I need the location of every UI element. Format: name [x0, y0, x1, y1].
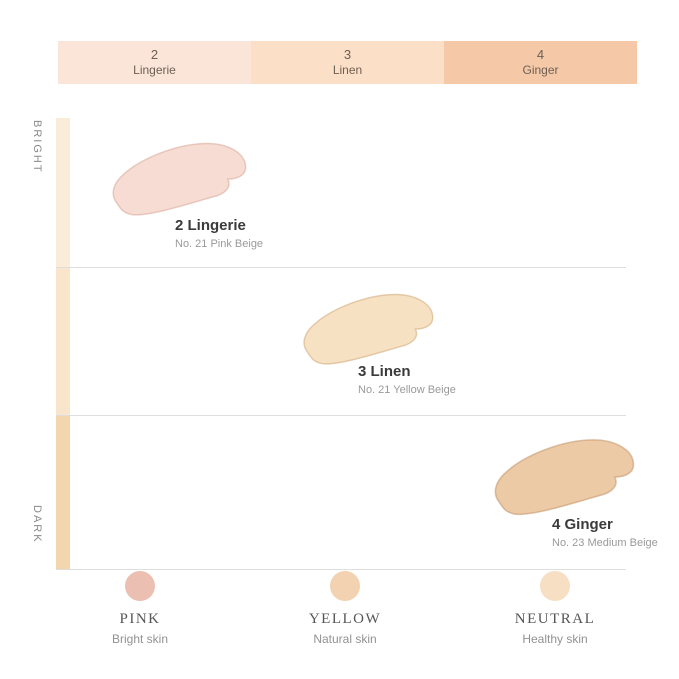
row-divider — [56, 267, 626, 268]
swatch-smear-lingerie — [112, 142, 247, 216]
tone-yellow: YELLOW Natural skin — [285, 571, 405, 646]
tone-swatch-dot — [125, 571, 155, 601]
shade-subtitle: No. 21 Yellow Beige — [358, 384, 456, 396]
row-divider — [56, 415, 626, 416]
shade-label-linen: 3 Linen No. 21 Yellow Beige — [358, 363, 456, 397]
shade-title: 4 Ginger — [552, 516, 613, 533]
tone-swatch-dot — [330, 571, 360, 601]
shade-number: 2 — [150, 46, 159, 62]
shade-segment-lingerie: 2 Lingerie — [58, 41, 251, 84]
shade-segment-ginger: 4 Ginger — [444, 41, 637, 84]
shade-title: 3 Linen — [358, 363, 411, 380]
tone-name: NEUTRAL — [514, 611, 596, 627]
shade-name: Ginger — [522, 63, 559, 78]
tone-pink: PINK Bright skin — [80, 571, 200, 646]
shade-subtitle: No. 23 Medium Beige — [552, 537, 658, 549]
shade-bar: 2 Lingerie 3 Linen 4 Ginger — [58, 41, 637, 84]
scale-strip-medium — [56, 267, 70, 415]
smear-shape — [303, 293, 434, 365]
shade-number: 3 — [343, 46, 352, 62]
swatch-smear-ginger — [494, 439, 635, 516]
tone-neutral: NEUTRAL Healthy skin — [495, 571, 615, 646]
smear-shape — [494, 439, 635, 516]
shade-subtitle: No. 21 Pink Beige — [175, 238, 264, 250]
shade-number: 4 — [536, 46, 545, 62]
row-divider — [56, 569, 626, 570]
tone-name: YELLOW — [308, 611, 382, 627]
shade-name: Linen — [332, 63, 363, 78]
shade-name: Lingerie — [133, 63, 176, 78]
smear-shape — [112, 142, 247, 216]
tone-name: PINK — [119, 611, 161, 627]
tone-description: Healthy skin — [522, 632, 588, 646]
scale-strip-dark — [56, 415, 70, 569]
shade-label-ginger: 4 Ginger No. 23 Medium Beige — [552, 516, 658, 550]
scale-label-dark: DARK — [31, 505, 43, 544]
shade-title: 2 Lingerie — [175, 217, 246, 234]
shade-segment-linen: 3 Linen — [251, 41, 444, 84]
shade-label-lingerie: 2 Lingerie No. 21 Pink Beige — [175, 217, 263, 251]
swatch-smear-linen — [303, 293, 434, 365]
scale-strip-bright — [56, 118, 70, 267]
tone-description: Bright skin — [111, 632, 169, 646]
tone-swatch-dot — [540, 571, 570, 601]
scale-label-bright: BRIGHT — [31, 120, 43, 174]
tone-description: Natural skin — [313, 632, 377, 646]
